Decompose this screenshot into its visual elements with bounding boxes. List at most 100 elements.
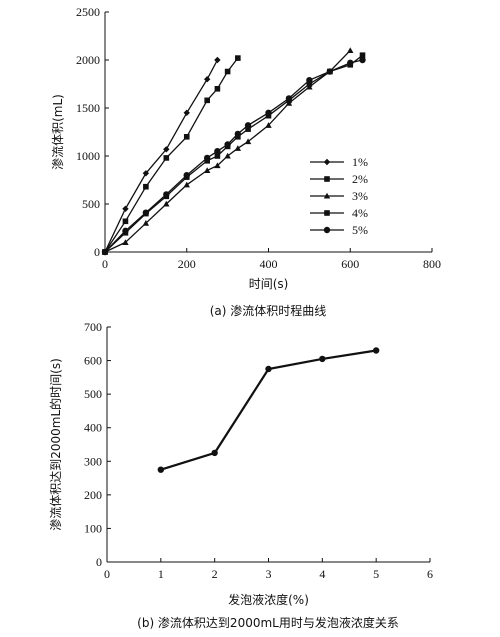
chart-a-series-2-point xyxy=(214,86,221,92)
chart-a-y-tick-label: 1500 xyxy=(76,101,100,115)
chart-a-series-3-point xyxy=(214,162,221,169)
chart-b-series-1-point xyxy=(157,466,165,473)
chart-b-series-1-point xyxy=(265,365,272,373)
chart-a-legend-label-5: 5% xyxy=(352,223,368,237)
chart-a-series-2-point xyxy=(163,155,170,161)
chart-a-x-axis-label: 时间(s) xyxy=(249,277,289,291)
chart-a-series-3-point xyxy=(224,152,231,159)
chart-a-legend-marker-5 xyxy=(323,226,331,234)
chart-a-series-line-3 xyxy=(104,49,351,253)
chart-a-legend-label-4: 4% xyxy=(352,206,368,220)
chart-a-series-2-point xyxy=(122,218,129,225)
chart-a-series-1-point xyxy=(142,170,150,177)
chart-b-x-tick-label: 0 xyxy=(104,567,110,581)
chart-a-series-2-point xyxy=(183,134,190,140)
chart-a: 0 500 1000 1500 2000 2500 0 200 400 600 800 时间(s) 渗流… xyxy=(50,5,441,318)
chart-a-series-4-point xyxy=(306,81,313,87)
chart-a-legend-marker-2 xyxy=(324,176,330,182)
chart-a-series-1-point xyxy=(122,205,129,212)
chart-b-y-tick-label: 600 xyxy=(84,354,102,368)
chart-a-series-1-point xyxy=(183,109,190,116)
chart-b-series-1-point xyxy=(319,355,326,363)
chart-a-series-5-point xyxy=(183,172,190,179)
chart-b-caption: (b) 渗流体积达到2000mL用时与发泡液浓度关系 xyxy=(137,615,399,630)
chart-b-y-tick-label: 100 xyxy=(84,521,102,535)
chart-a-series-5-point xyxy=(234,130,242,138)
chart-a-series-5-point xyxy=(285,95,293,102)
chart-a-legend-marker-4 xyxy=(324,210,330,216)
chart-a-legend-marker-1 xyxy=(323,158,331,166)
chart-a-series-4-point xyxy=(214,153,221,159)
chart-b-x-tick-label: 6 xyxy=(427,567,433,581)
chart-a-series-4-point xyxy=(245,126,251,132)
chart-a-series-3-point xyxy=(163,200,170,207)
chart-a-legend-label-3: 3% xyxy=(352,189,368,203)
chart-a-series-4-point xyxy=(359,52,366,58)
chart-b-y-axis-label: 渗流体积达到2000mL的时间(s) xyxy=(48,358,63,531)
chart-b-x-axis-label: 发泡液浓度(%) xyxy=(228,592,309,607)
chart-a-series-3-point xyxy=(142,220,150,226)
chart-a-series-5-point xyxy=(203,154,211,162)
chart-a-series-3-point xyxy=(265,122,272,128)
chart-b-series-1-point xyxy=(372,347,380,354)
chart-a-series-5-point xyxy=(142,209,150,216)
chart-b: 0 100 200 300 400 500 600 700 0 1 2 3 4 5 6 发泡液浓度(%) 渗流体… xyxy=(48,320,433,630)
chart-a-series-5-point xyxy=(306,76,313,84)
chart-a-series-3-point xyxy=(183,181,190,188)
chart-b-x-tick-label: 2 xyxy=(212,567,218,581)
chart-a-series-1-point xyxy=(203,76,211,83)
chart-a-series-2-point xyxy=(224,68,231,75)
chart-a-series-1-point xyxy=(163,146,170,153)
chart-a-y-tick-label: 1000 xyxy=(76,149,100,163)
chart-a-x-tick-label: 0 xyxy=(102,257,108,271)
chart-b-x-tick-label: 1 xyxy=(158,567,164,581)
chart-a-y-tick-label: 0 xyxy=(94,245,100,259)
chart-a-x-tick-label: 400 xyxy=(260,257,278,271)
chart-a-series-line-4 xyxy=(104,54,363,253)
chart-b-y-tick-label: 700 xyxy=(84,320,102,334)
chart-a-y-tick-label: 2000 xyxy=(76,53,100,67)
chart-a-series-5-point xyxy=(347,59,354,67)
chart-a-series-3-point xyxy=(122,239,129,245)
chart-a-y-tick-label: 2500 xyxy=(76,5,100,19)
chart-a-legend-marker-3 xyxy=(323,192,331,199)
chart-b-series-1-point xyxy=(211,449,218,457)
chart-a-series-2-point xyxy=(143,183,149,190)
chart-a-x-tick-label: 800 xyxy=(423,257,441,271)
chart-b-y-tick-label: 300 xyxy=(84,454,102,468)
chart-a-series-5-point xyxy=(101,248,109,256)
chart-a-series-5-point xyxy=(244,122,252,129)
chart-a-series-2-point xyxy=(235,55,241,61)
chart-a-y-tick-label: 500 xyxy=(82,197,100,211)
chart-a-series-5-point xyxy=(163,191,170,198)
chart-a-series-line-5 xyxy=(104,59,363,253)
chart-a-series-line-1 xyxy=(104,59,218,253)
chart-b-y-tick-label: 500 xyxy=(84,387,102,401)
chart-a-legend: 1% 2% 3% 4% 5% xyxy=(310,155,368,237)
chart-b-x-tick-label: 3 xyxy=(266,567,272,581)
chart-a-legend-label-1: 1% xyxy=(352,155,368,169)
chart-a-x-tick-label: 200 xyxy=(178,257,196,271)
chart-a-series-1-point xyxy=(214,56,221,64)
chart-a-series-5-point xyxy=(359,56,366,64)
chart-a-series-5-point xyxy=(224,141,231,148)
chart-a-series-5-point xyxy=(265,109,272,117)
chart-a-series-3-point xyxy=(203,167,211,173)
chart-a-series-3-point xyxy=(234,145,242,151)
chart-a-series-2-point xyxy=(204,97,210,104)
chart-a-legend-label-2: 2% xyxy=(352,172,368,186)
chart-a-series-3-point xyxy=(244,138,252,145)
chart-b-y-tick-label: 400 xyxy=(84,421,102,435)
chart-b-y-tick-label: 200 xyxy=(84,488,102,502)
chart-a-series-5-point xyxy=(122,227,129,235)
chart-a-series-3-point xyxy=(347,47,354,53)
chart-b-y-tick-label: 0 xyxy=(96,555,102,569)
chart-a-x-tick-label: 600 xyxy=(341,257,359,271)
chart-a-y-axis-label: 渗流体积(mL) xyxy=(50,94,65,170)
chart-b-x-tick-label: 5 xyxy=(373,567,379,581)
chart-b-x-tick-label: 4 xyxy=(319,567,325,581)
chart-a-caption: (a) 渗流体积时程曲线 xyxy=(210,303,327,318)
chart-a-series-5-point xyxy=(326,68,334,75)
chart-a-series-5-point xyxy=(214,148,221,155)
